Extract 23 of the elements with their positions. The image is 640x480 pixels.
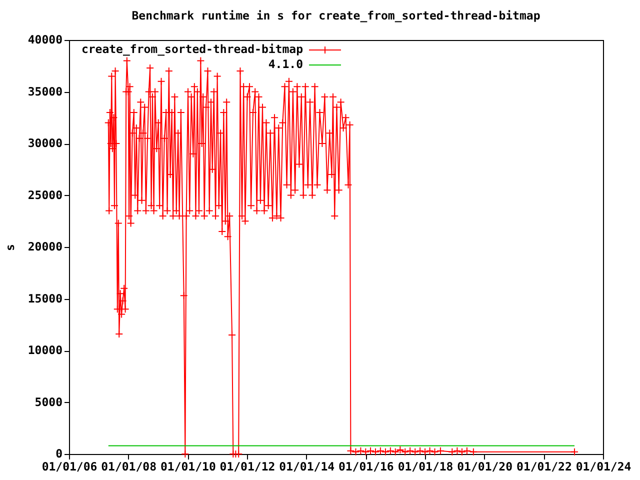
legend-label: create_from_sorted-thread-bitmap <box>81 42 304 56</box>
y-tick-label: 30000 <box>28 136 63 150</box>
chart-title: Benchmark runtime in s for create_from_sorted-thread-bitmap <box>132 8 540 22</box>
x-tick-label: 01/01/16 <box>338 460 394 474</box>
legend-label: 4.1.0 <box>268 57 304 71</box>
x-tick-label: 01/01/18 <box>398 460 454 474</box>
y-axis-title: s <box>2 244 17 251</box>
y-tick-label: 10000 <box>28 343 63 357</box>
y-tick-label: 20000 <box>28 240 63 254</box>
x-tick-label: 01/01/10 <box>160 460 216 474</box>
y-tick-label: 25000 <box>28 188 63 202</box>
y-tick-label: 5000 <box>34 394 63 409</box>
x-tick-label: 01/01/14 <box>279 460 335 474</box>
y-tick-label: 35000 <box>28 84 63 98</box>
x-tick-label: 01/01/22 <box>516 460 572 474</box>
x-tick-label: 01/01/20 <box>457 460 513 474</box>
y-tick-label: 40000 <box>28 32 63 46</box>
x-tick-label: 01/01/12 <box>220 460 276 474</box>
x-tick-label: 01/01/08 <box>101 460 157 474</box>
y-tick-label: 0 <box>56 446 63 460</box>
x-tick-label: 01/01/24 <box>576 460 632 474</box>
x-tick-label: 01/01/06 <box>42 460 98 474</box>
y-tick-label: 15000 <box>28 291 63 306</box>
